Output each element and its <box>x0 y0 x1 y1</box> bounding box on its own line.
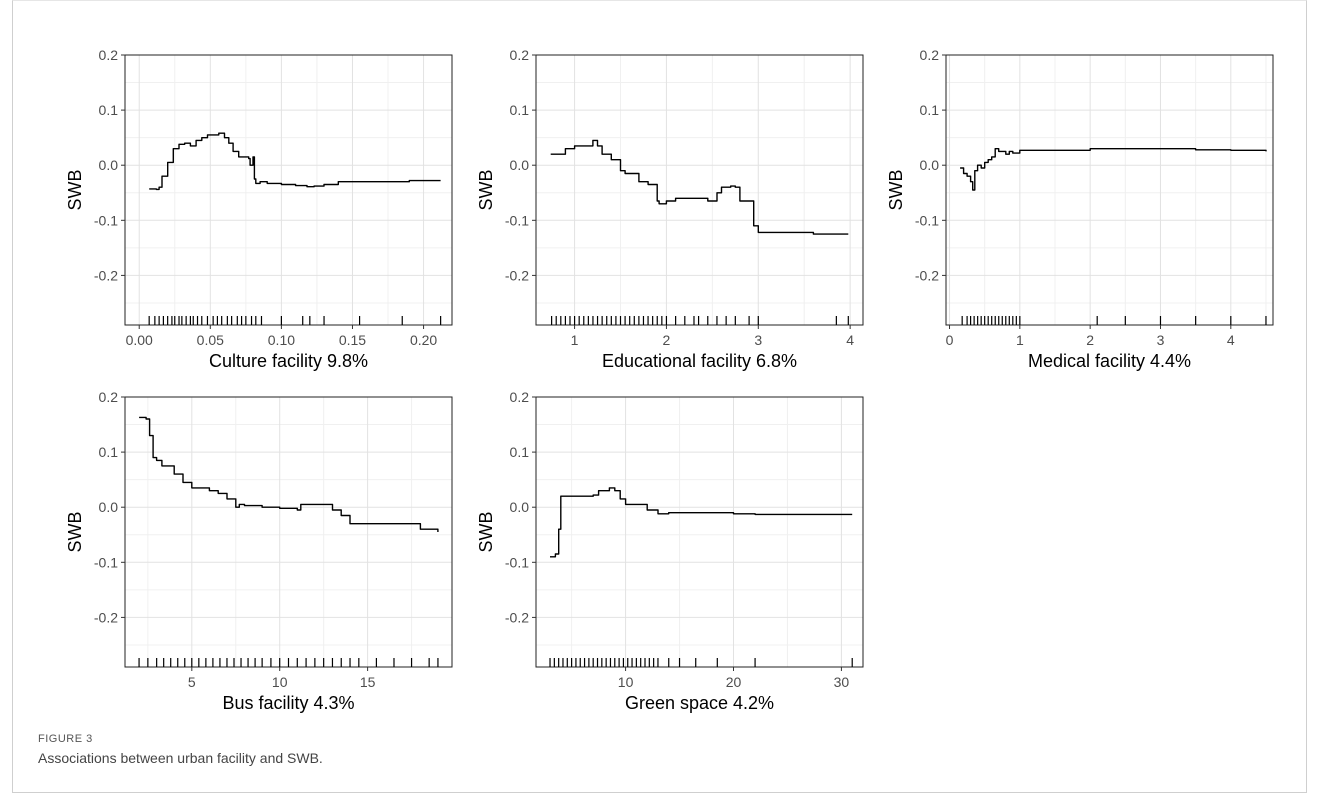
x-tick-label: 2 <box>663 332 671 348</box>
x-tick-label: 5 <box>188 674 196 690</box>
y-tick-label: -0.1 <box>94 212 118 228</box>
plot-frame <box>124 396 453 668</box>
chart-panel-2: 0.2 0.1 0.0 -0.1 -0.2 1 2 3 4 Educational facilit… <box>476 47 864 371</box>
x-tick-label: 15 <box>360 674 376 690</box>
y-axis-label: SWB <box>476 169 496 210</box>
x-tick-label: 0 <box>946 332 954 348</box>
y-tick-label: -0.2 <box>915 267 939 283</box>
series-line <box>139 416 439 532</box>
y-tick-label: 0.1 <box>510 444 530 460</box>
chart-panel-3: 0.2 0.1 0.0 -0.1 -0.2 0 1 2 3 4 Medical facility 4… <box>886 47 1274 371</box>
series-line <box>550 487 853 558</box>
x-tick-label: 4 <box>1227 332 1235 348</box>
x-axis-label: Culture facility 9.8% <box>209 351 368 371</box>
x-axis-label: Educational facility 6.8% <box>602 351 797 371</box>
y-axis-label: SWB <box>65 169 85 210</box>
y-tick-label: 0.2 <box>99 389 119 405</box>
x-tick-label: 3 <box>754 332 762 348</box>
y-tick-label: 0.2 <box>510 47 530 63</box>
y-tick-label: -0.1 <box>915 212 939 228</box>
series-line <box>960 148 1267 191</box>
x-tick-label: 2 <box>1086 332 1094 348</box>
y-tick-label: 0.0 <box>510 499 530 515</box>
x-tick-label: 20 <box>726 674 742 690</box>
x-tick-label: 3 <box>1157 332 1165 348</box>
y-tick-label: 0.1 <box>510 102 530 118</box>
series-line <box>550 139 849 235</box>
y-tick-label: 0.0 <box>99 157 119 173</box>
plot-frame <box>945 54 1274 326</box>
y-tick-label: 0.0 <box>920 157 940 173</box>
x-tick-label: 30 <box>834 674 850 690</box>
x-tick-label: 0.20 <box>410 332 437 348</box>
x-tick-label: 4 <box>846 332 854 348</box>
x-tick-label: 0.15 <box>339 332 366 348</box>
x-tick-label: 0.10 <box>268 332 295 348</box>
plot-frame <box>535 54 864 326</box>
figure-panels: 0.20.10.0-0.1-0.20.00 0.05 0.10 0.15 0.20Cul… <box>65 47 1274 713</box>
y-axis-label: SWB <box>65 511 85 552</box>
x-tick-label: 0.00 <box>126 332 153 348</box>
y-tick-label: 0.2 <box>510 389 530 405</box>
y-tick-label: 0.1 <box>920 102 940 118</box>
y-tick-label: -0.2 <box>94 609 118 625</box>
y-axis-label: SWB <box>886 169 906 210</box>
x-tick-label: 10 <box>272 674 288 690</box>
figure-frame <box>12 0 1307 793</box>
y-tick-label: -0.1 <box>505 212 529 228</box>
y-tick-label: -0.1 <box>505 554 529 570</box>
y-tick-label: -0.2 <box>94 267 118 283</box>
y-tick-label: -0.2 <box>505 267 529 283</box>
chart-panel-5: 0.2 0.1 0.0 -0.1 -0.2 10 20 30 Green space 4.2% S… <box>476 389 864 713</box>
y-tick-label: 0.0 <box>99 499 119 515</box>
x-tick-label: 10 <box>618 674 634 690</box>
y-tick-label: 0.2 <box>99 47 119 63</box>
y-tick-label: -0.1 <box>94 554 118 570</box>
y-tick-label: 0.2 <box>920 47 940 63</box>
x-axis-label: Medical facility 4.4% <box>1028 351 1191 371</box>
y-tick-label: 0.1 <box>99 444 119 460</box>
figure-caption: Associations between urban facility and … <box>38 750 323 766</box>
plot-frame <box>535 396 864 668</box>
x-axis-label: Green space 4.2% <box>625 693 774 713</box>
series-line <box>149 132 441 191</box>
y-tick-label: 0.0 <box>510 157 530 173</box>
figure-label: FIGURE 3 <box>38 733 93 745</box>
y-axis-label: SWB <box>476 511 496 552</box>
x-tick-label: 1 <box>571 332 579 348</box>
chart-panel-1: 0.2 0.1 0.0 -0.1 -0.2 0.00 0.05 0.10 0.15 0.20 Cul… <box>65 47 453 371</box>
y-tick-label: -0.2 <box>505 609 529 625</box>
y-tick-label: 0.1 <box>99 102 119 118</box>
plot-frame <box>124 54 453 326</box>
x-tick-label: 1 <box>1016 332 1024 348</box>
x-tick-label: 0.05 <box>197 332 224 348</box>
x-axis-label: Bus facility 4.3% <box>222 693 354 713</box>
chart-panel-4: 0.2 0.1 0.0 -0.1 -0.2 5 10 15 Bus facility 4.3% S… <box>65 389 453 713</box>
